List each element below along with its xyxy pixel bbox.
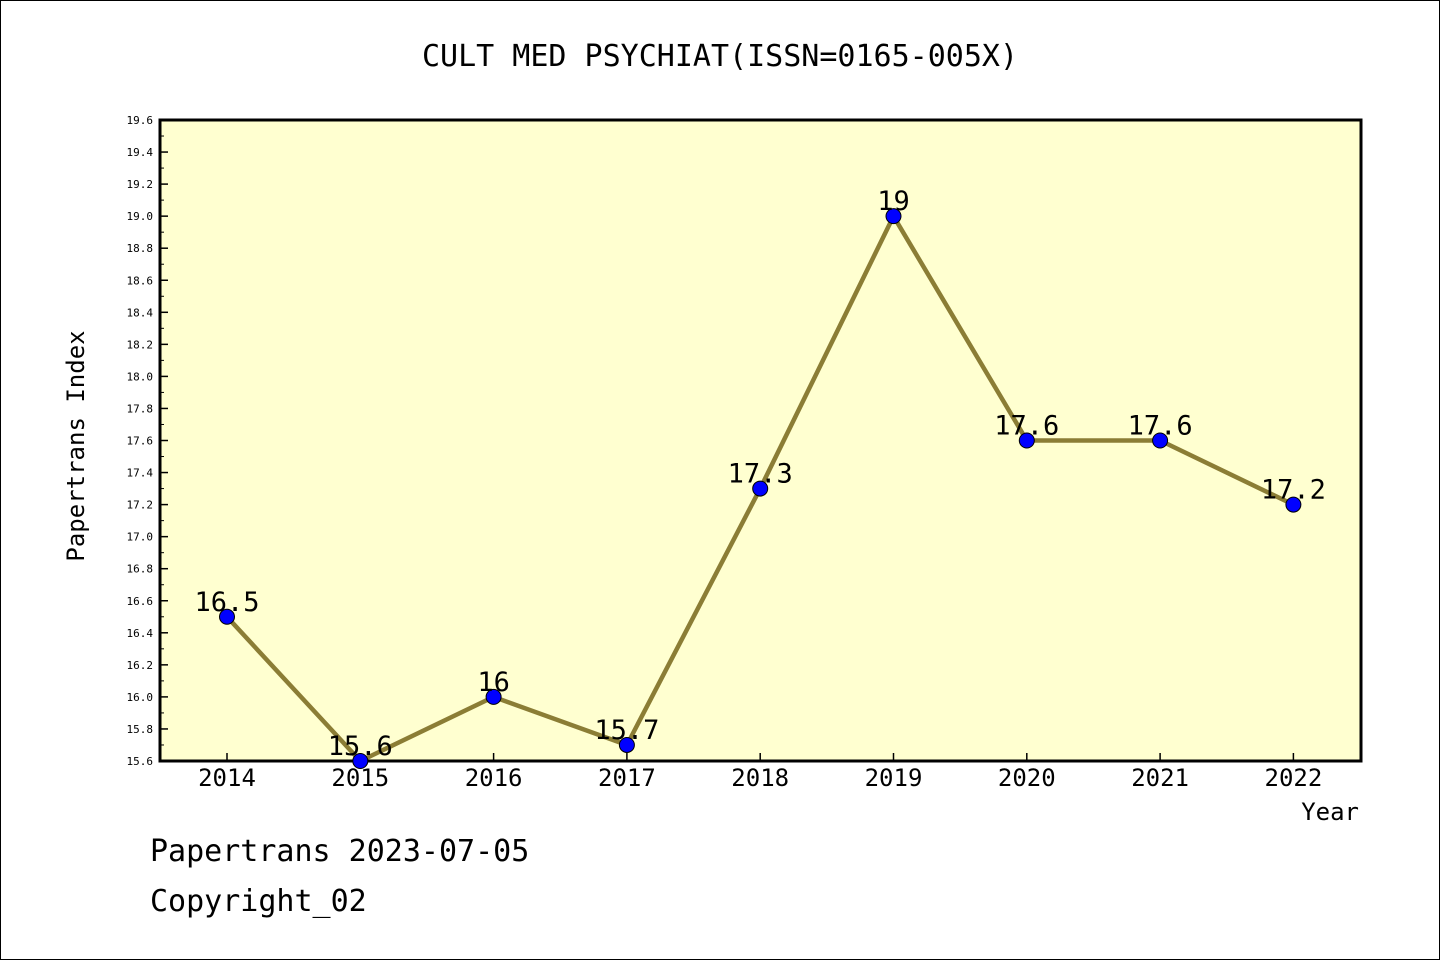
y-tick-label: 18.2 [127,338,154,351]
y-tick-label: 15.6 [127,755,154,768]
y-tick-label: 17.2 [127,499,154,512]
y-tick-label: 15.8 [127,723,154,736]
footer-date: Papertrans 2023-07-05 [150,834,530,869]
data-point [885,208,902,225]
data-point [485,688,502,705]
data-point [352,753,369,769]
x-tick-label: 2014 [198,764,256,792]
y-tick-label: 17.0 [127,531,154,544]
y-tick-label: 17.6 [127,435,154,448]
data-label: 17.2 [1261,475,1326,506]
y-tick-label: 19.4 [127,146,154,159]
chart-title: CULT MED PSYCHIAT(ISSN=0165-005X) [422,39,1018,74]
y-tick-label: 18.8 [127,242,154,255]
data-label: 17.6 [1128,411,1193,442]
y-tick-label: 16.8 [127,563,154,576]
data-label: 17.6 [994,411,1059,442]
data-markers [219,208,1302,769]
data-point [1285,496,1302,513]
data-point [1152,432,1169,449]
y-tick-label: 16.6 [127,595,154,608]
data-label: 17.3 [728,459,793,490]
data-label: 15.6 [328,731,393,762]
x-tick-label: 2017 [598,764,656,792]
y-tick-label: 17.4 [127,467,154,480]
y-tick-label: 18.6 [127,274,154,287]
y-tick-label: 18.4 [127,306,154,319]
x-axis-label: Year [1301,798,1359,826]
y-axis-label: Papertrans Index [62,330,90,561]
y-tick-label: 19.2 [127,178,154,191]
x-tick-label: 2019 [865,764,923,792]
footer-copyright: Copyright_02 [150,884,367,919]
data-point [1018,432,1035,449]
x-tick-label: 2018 [731,764,789,792]
y-tick-label: 17.8 [127,402,154,415]
x-tick-label: 2021 [1131,764,1189,792]
x-tick-label: 2020 [998,764,1056,792]
y-tick-label: 16.0 [127,691,154,704]
y-tick-label: 19.0 [127,210,154,223]
x-tick-label: 2022 [1265,764,1323,792]
y-axis: 15.6 15.8 16.0 16.2 16.4 16.6 16.8 17.0 17.2 17.4… [127,114,168,768]
data-label: 16.5 [194,587,259,618]
data-point [618,736,635,753]
data-label: 19 [877,186,910,217]
x-axis: 2014 2015 2016 2017 2018 2019 2020 2021 2022 [198,753,1322,792]
data-label: 15.7 [594,715,659,746]
data-point [752,480,769,497]
data-labels: 16.5 15.6 16 15.7 17.3 19 17.6 17.6 17.2 [194,186,1325,762]
data-point [219,608,235,625]
data-label: 16 [477,667,510,698]
y-tick-label: 18.0 [127,370,154,383]
x-tick-label: 2016 [465,764,523,792]
y-tick-label: 16.4 [127,627,154,640]
y-tick-label: 16.2 [127,659,154,672]
y-tick-label: 19.6 [127,114,154,127]
